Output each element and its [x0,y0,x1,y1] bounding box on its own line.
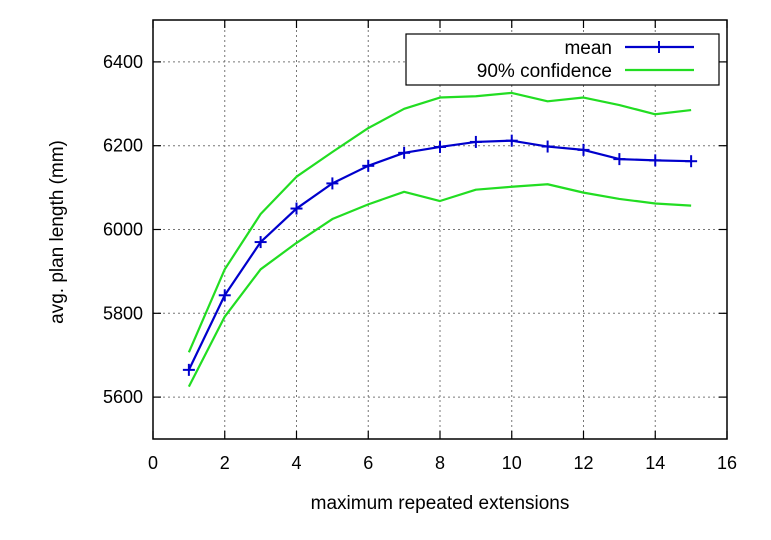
plot-frame [152,19,728,440]
data-point-mean [398,146,411,159]
data-point-mean [541,140,554,153]
legend-marker-mean [653,41,665,53]
y-tick-label: 5800 [103,303,143,323]
x-tick-label: 2 [220,453,230,473]
y-axis-label: avg. plan length (mm) [47,140,68,324]
x-tick-labels: 0 2 4 6 8 10 12 14 16 [148,453,737,473]
y-tick-label: 6200 [103,136,143,156]
legend-label-mean: mean [564,38,612,59]
x-axis-label: maximum repeated extensions [311,493,570,514]
y-tick-label: 5600 [103,387,143,407]
x-tick-label: 16 [717,453,737,473]
series-line-confidence-lower [187,183,692,388]
data-point-mean [218,289,231,302]
x-tick-label: 12 [573,453,593,473]
data-point-mean [182,363,195,376]
data-point-mean [469,135,482,148]
y-tick-label: 6400 [103,52,143,72]
legend-label-confidence: 90% confidence [477,61,612,82]
x-tick-label: 0 [148,453,158,473]
data-point-mean [362,159,375,172]
data-point-mean [685,155,698,168]
data-point-mean [505,134,518,147]
x-tick-label: 10 [502,453,522,473]
y-tick-label: 6000 [103,220,143,240]
data-point-mean [326,177,339,190]
series-line-confidence-upper [187,91,692,353]
x-tick-label: 6 [363,453,373,473]
x-tick-label: 14 [645,453,665,473]
data-point-mean [577,143,590,156]
data-point-mean [613,153,626,166]
legend-swatch-mean [625,41,694,53]
data-point-mean [649,154,662,167]
series-lines [182,91,698,388]
x-tick-label: 4 [291,453,301,473]
legend: mean 90% confidence [405,33,720,86]
data-point-mean [434,140,446,153]
data-point-mean [254,236,267,249]
y-tick-labels: 5600 5800 6000 6200 6400 [103,52,143,407]
legend-box [405,33,720,86]
x-tick-label: 8 [435,453,445,473]
data-point-mean [290,202,303,215]
